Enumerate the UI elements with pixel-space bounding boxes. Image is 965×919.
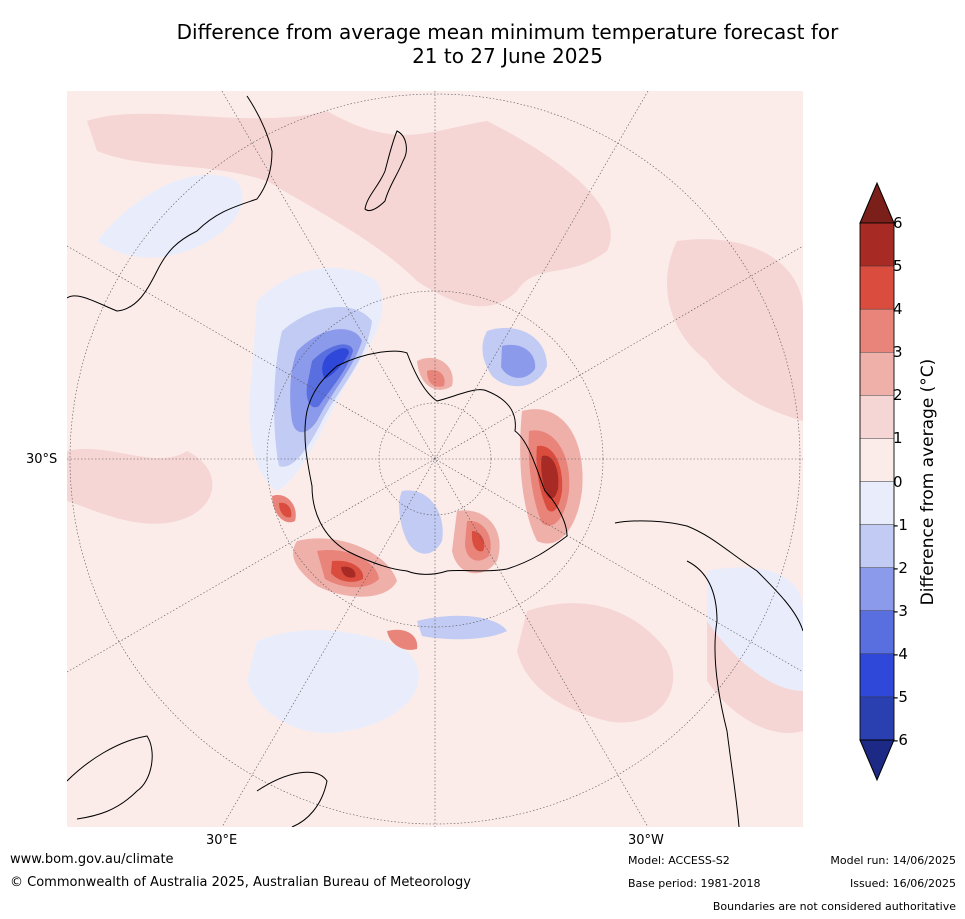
colorbar-bottom-extension xyxy=(859,739,895,782)
colorbar-top-extension xyxy=(859,181,895,224)
title-line-1: Difference from average mean minimum tem… xyxy=(176,20,839,44)
cold-region-southwest xyxy=(247,630,419,733)
model-run-text: Model run: 14/06/2025 xyxy=(830,854,956,867)
chart-title: Difference from average mean minimum tem… xyxy=(60,20,955,68)
cold-patch-east-sector-core xyxy=(501,344,536,378)
warm-region-east xyxy=(667,239,803,421)
colorbar-tick-label: -4 xyxy=(893,644,908,663)
issued-text: Issued: 16/06/2025 xyxy=(849,877,956,890)
colorbar-tick-label: 4 xyxy=(893,300,903,319)
colorbar-band xyxy=(859,438,895,482)
colorbar-tick-label: -3 xyxy=(893,601,908,620)
warm-region-north xyxy=(87,111,611,307)
australia-coastline xyxy=(67,95,273,312)
model-text: Model: ACCESS-S2 xyxy=(628,854,730,867)
south-america-coastline-2 xyxy=(686,560,740,827)
colorbar-tick-label: -2 xyxy=(893,558,908,577)
lat-label-30s: 30°S xyxy=(26,452,58,467)
colorbar-band xyxy=(859,265,895,310)
warm-patch-small-3 xyxy=(387,629,418,650)
colorbar-tick-label: -6 xyxy=(893,731,908,749)
polar-map xyxy=(67,91,803,827)
colorbar-band xyxy=(859,352,895,396)
warm-region-west xyxy=(67,448,213,524)
colorbar-band xyxy=(859,395,895,439)
cold-region-antarctic-west-5 xyxy=(322,348,349,379)
colorbar-tick-label: 3 xyxy=(893,343,903,362)
colorbar-tick-label: 1 xyxy=(893,429,903,448)
madagascar-coastline xyxy=(256,771,328,827)
cold-region-southeast xyxy=(707,567,803,691)
colorbar-band xyxy=(859,524,895,568)
new-zealand-coastline xyxy=(364,130,407,212)
title-line-2: 21 to 27 June 2025 xyxy=(412,44,603,68)
antarctica-coastline xyxy=(304,350,568,575)
website-link[interactable]: www.bom.gov.au/climate xyxy=(10,852,174,867)
colorbar-band xyxy=(859,653,895,698)
warm-region-antarctic-south-deep xyxy=(341,566,356,578)
warm-patch-small-2-core xyxy=(427,370,445,387)
disclaimer-text: Boundaries are not considered authoritat… xyxy=(712,900,956,913)
lon-label-30w: 30°W xyxy=(628,833,664,848)
colorbar-band xyxy=(859,222,895,267)
cold-patch-south xyxy=(417,615,507,640)
south-america-coastline xyxy=(614,520,803,632)
colorbar-band xyxy=(859,696,895,741)
graticule xyxy=(67,91,803,827)
colorbar-frame xyxy=(859,222,895,741)
colorbar-tick-label: 6 xyxy=(893,214,903,232)
colorbar-tick-label: 5 xyxy=(893,257,903,276)
colorbar-band xyxy=(859,567,895,611)
colorbar-tick-label: 2 xyxy=(893,386,903,405)
copyright-text: © Commonwealth of Australia 2025, Austra… xyxy=(10,875,471,890)
colorbar-tick-label: -5 xyxy=(893,687,908,706)
colorbar-band xyxy=(859,610,895,655)
warm-region-antarctic-east-core xyxy=(541,455,559,499)
colorbar xyxy=(859,181,895,782)
warm-region-ross-deep xyxy=(471,531,485,552)
colorbar-band xyxy=(859,481,895,525)
colorbar-tick-label: 0 xyxy=(893,472,903,491)
lon-label-30e: 30°E xyxy=(206,833,238,848)
colorbar-title: Difference from average (°C) xyxy=(918,358,938,606)
africa-coastline xyxy=(67,735,153,820)
warm-patch-small-1-core xyxy=(279,502,292,518)
base-period-text: Base period: 1981-2018 xyxy=(628,877,761,890)
cold-patch-pole xyxy=(399,490,443,554)
colorbar-band xyxy=(859,308,895,353)
colorbar-tick-label: -1 xyxy=(893,515,908,534)
warm-region-southeast xyxy=(517,603,674,723)
cold-region-northwest xyxy=(97,174,243,258)
